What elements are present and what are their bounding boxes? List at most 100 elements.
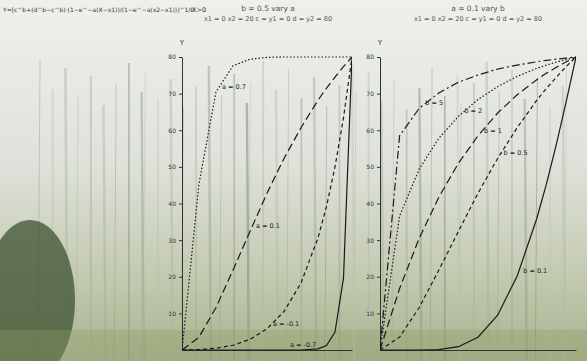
- tree-trunk: [128, 63, 130, 361]
- tick: 80: [168, 53, 182, 60]
- chart-subtitle: x1 = 0 x2 = 20 c = y1 = 0 d = y2 = 80: [414, 15, 542, 23]
- series-label: b = 0.5: [504, 149, 528, 157]
- tick-label: 60: [168, 127, 176, 134]
- tick: 50: [168, 163, 182, 170]
- tree-trunk: [262, 61, 264, 361]
- tick: 20: [366, 273, 380, 280]
- tree-trunk: [76, 97, 78, 361]
- tick-mark: [377, 130, 380, 131]
- tick-mark: [179, 204, 182, 205]
- tick-label: 20: [168, 273, 176, 280]
- background-fill: [0, 0, 587, 361]
- tree-trunk: [301, 98, 303, 361]
- annotation: Y=[c^b+(d^b−c^b)·(1−e^−a(X−x1))/(1−e^−a(…: [2, 6, 194, 13]
- series-label: a = 0.1: [256, 222, 280, 230]
- series-label: b = 2: [464, 107, 482, 115]
- series-line: [182, 57, 352, 350]
- tick-mark: [179, 277, 182, 278]
- series-label: a = 0.7: [222, 83, 246, 91]
- tree-trunk: [473, 83, 475, 361]
- tree-trunk: [339, 85, 341, 361]
- tick-label: 10: [366, 310, 374, 317]
- grass: [0, 330, 587, 361]
- tick-mark: [179, 130, 182, 131]
- axis-title: Y: [377, 39, 383, 47]
- tree-trunk: [157, 100, 159, 361]
- tree-trunk: [511, 70, 513, 361]
- tick-mark: [179, 94, 182, 95]
- tick: 70: [168, 90, 182, 97]
- tree-trunk: [233, 74, 235, 361]
- tree-trunk: [444, 96, 446, 361]
- tick-mark: [377, 204, 380, 205]
- tick-mark: [377, 240, 380, 241]
- series-line: [182, 57, 352, 350]
- chart-subtitle: x1 = 0 x2 = 20 c = y1 = 0 d = y2 = 80: [204, 15, 332, 23]
- tree-trunk: [325, 106, 327, 361]
- series-label: b = 1: [484, 127, 502, 135]
- tree-trunk: [487, 62, 489, 361]
- series-line: [380, 57, 576, 350]
- tree-trunk: [104, 105, 106, 361]
- tick-label: 40: [366, 200, 374, 207]
- y-axis: 10 20 30 40 50 60 70 80: [168, 53, 182, 350]
- tree-trunk: [171, 79, 173, 361]
- annotation: X>0: [192, 6, 206, 14]
- series-label: a = -0.7: [290, 341, 316, 349]
- axis-line: [380, 58, 381, 351]
- tick: 60: [168, 127, 182, 134]
- tree-trunk: [549, 107, 551, 361]
- tick-mark: [377, 313, 380, 314]
- tree-trunk: [114, 84, 116, 361]
- axis-title: Y: [179, 39, 185, 47]
- axis-line: [182, 58, 183, 351]
- y-axis: 10 20 30 40 50 60 70 80: [366, 53, 380, 350]
- tree-trunk: [287, 69, 289, 361]
- plot-area: [380, 57, 576, 350]
- tree-trunk: [220, 95, 222, 361]
- chart: a = 0.1 vary b x1 = 0 x2 = 20 c = y1 = 0 …: [366, 4, 576, 351]
- series-label: b = 0.1: [523, 267, 547, 275]
- tick-label: 20: [366, 273, 374, 280]
- tick-label: 80: [366, 53, 374, 60]
- series-line: [380, 57, 576, 350]
- tick-mark: [377, 94, 380, 95]
- plot-area: [182, 57, 352, 350]
- tree-trunk: [249, 82, 251, 361]
- series-line: [182, 57, 352, 350]
- tree-trunk: [143, 71, 145, 361]
- tick: 10: [366, 310, 380, 317]
- chart-title: b = 0.5 vary a: [241, 4, 295, 13]
- tick-label: 70: [168, 90, 176, 97]
- series-line: [182, 57, 352, 350]
- tick-label: 50: [366, 163, 374, 170]
- tick-label: 60: [366, 127, 374, 134]
- tree-trunk: [354, 93, 356, 361]
- tick-label: 80: [168, 53, 176, 60]
- chart-title: a = 0.1 vary b: [451, 4, 505, 13]
- tick: 80: [366, 53, 380, 60]
- tick-mark: [179, 313, 182, 314]
- tick-label: 10: [168, 310, 176, 317]
- tick-mark: [179, 57, 182, 58]
- tick: 10: [168, 310, 182, 317]
- chart-page: b = 0.5 vary a x1 = 0 x2 = 20 c = y1 = 0 …: [0, 0, 587, 361]
- series-line: [380, 57, 576, 350]
- tree-trunk: [195, 87, 197, 361]
- background: [0, 0, 587, 361]
- tick: 40: [366, 200, 380, 207]
- tree-trunk: [459, 104, 461, 361]
- tick-label: 70: [366, 90, 374, 97]
- tick-mark: [179, 240, 182, 241]
- tick-label: 30: [366, 237, 374, 244]
- tick-mark: [377, 167, 380, 168]
- tree-trunk: [209, 66, 211, 361]
- tick-mark: [377, 57, 380, 58]
- tick: 50: [366, 163, 380, 170]
- tick-label: 30: [168, 237, 176, 244]
- tick-mark: [179, 167, 182, 168]
- tree-trunk: [90, 76, 92, 361]
- tick-label: 40: [168, 200, 176, 207]
- tick-mark: [377, 277, 380, 278]
- series-label: b = 5: [425, 99, 443, 107]
